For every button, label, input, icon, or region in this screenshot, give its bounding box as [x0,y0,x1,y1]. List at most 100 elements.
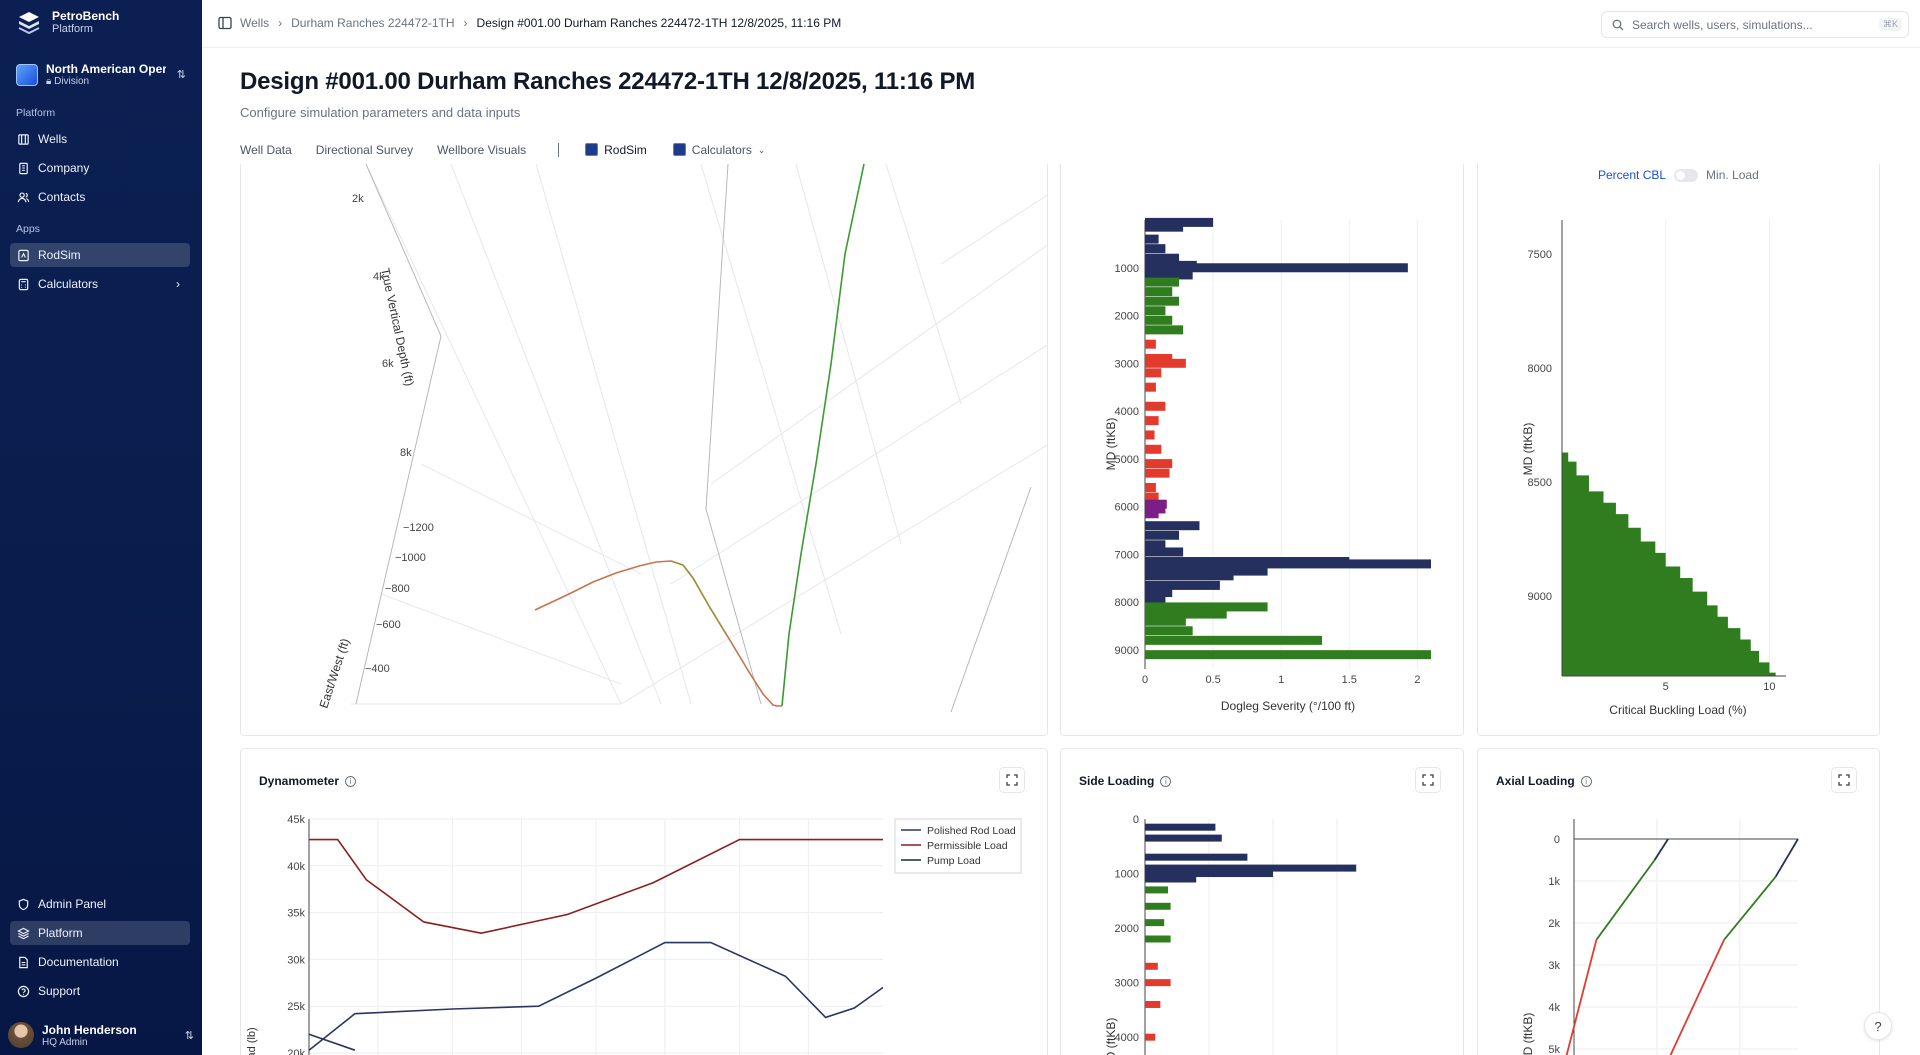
expand-button[interactable] [999,767,1025,793]
tab-label: Wellbore Visuals [437,143,527,157]
sidebar-item-label: Documentation [38,955,119,969]
dogleg-severity-chart[interactable]: 1000 2000 3000 4000 5000 6000 7000 8000 9000 0 0.5… [1061,164,1464,736]
legend-label: Polished Rod Load [927,825,1016,837]
calculator-icon [18,278,29,290]
axis-label-y: MD (ftKB) [1104,1018,1118,1055]
tick-label-y: 7000 [1115,549,1139,561]
bar [1145,504,1166,514]
tick-label-x: 0.5 [1205,674,1220,686]
series-line [309,838,883,935]
chevron-right-icon: › [278,16,283,30]
sidebar-item-label: RodSim [38,248,81,262]
tick-label-y: 1k [1548,876,1560,888]
tick-label-y: 1000 [1115,869,1139,881]
tab-label: Directional Survey [315,143,414,157]
bar [1145,253,1180,263]
cbl-toggle-switch[interactable] [1674,168,1699,182]
help-button[interactable]: ? [1864,1012,1892,1040]
bar [1145,368,1162,378]
help-circle-icon [17,985,30,997]
sidebar-item-admin-panel[interactable]: Admin Panel [10,892,190,916]
document-icon [19,956,28,968]
lock-icon: 🔒︎ [46,76,52,87]
sidebar-item-company[interactable]: Company [10,156,190,180]
side-loading-chart[interactable]: 010002000300040005000MD (ftKB) [1061,749,1464,1055]
avatar [8,1022,34,1048]
bar [1145,602,1268,612]
tab-well-data[interactable]: Well Data [240,140,292,166]
tab-rodsim[interactable]: RodSim [583,140,649,166]
axial-segment [1723,876,1777,941]
sidebar-item-wells[interactable]: Wells [10,127,190,151]
sidebar-item-support[interactable]: Support [10,979,190,1003]
calculator-icon [672,143,686,156]
chevrons-up-down-icon: ⇅ [184,1029,194,1042]
search-box[interactable]: ⌘K [1601,11,1909,38]
sidebar-item-calculators[interactable]: Calculators › [10,272,190,296]
sidebar-item-label: Calculators [38,277,99,291]
card-title-axial-loading: Axial Loading i [1496,774,1592,788]
bar [1145,315,1173,325]
tick-label-x: 0 [1142,674,1148,686]
toggle-label-min-load[interactable]: Min. Load [1706,168,1759,182]
section-label-apps: Apps [16,223,40,235]
sidebar-item-platform[interactable]: Platform [10,921,190,945]
tick-label-y: 2k [1548,918,1560,930]
info-icon[interactable]: i [345,775,357,787]
org-name: North American Operations [46,62,166,76]
info-icon[interactable]: i [1580,775,1592,787]
brand-name: PetroBench [52,9,120,23]
card-title-dynamometer: Dynamometer i [259,774,357,788]
rodsim-icon [585,143,599,156]
tab-directional-survey[interactable]: Directional Survey [316,140,413,166]
axial-segment [1595,859,1656,941]
tick-label-y: 1000 [1115,263,1139,275]
tab-wellbore-visuals[interactable]: Wellbore Visuals [437,140,526,166]
bar [1145,962,1158,970]
bar [1145,571,1234,581]
users-icon [17,191,30,202]
sidebar: PetroBench Platform North American Opera… [0,0,202,1055]
tick-label-y: 9000 [1528,591,1552,603]
tick-label-y: 40k [287,861,305,873]
org-switcher[interactable]: North American Operations 🔒︎ Division ⇅ [16,62,186,87]
expand-button[interactable] [1831,767,1857,793]
info-icon[interactable]: i [1160,775,1172,787]
search-shortcut: ⌘K [1878,18,1902,31]
sidebar-item-contacts[interactable]: Contacts [10,185,190,209]
tab-calculators[interactable]: Calculators ⌄ [672,140,766,166]
bar [1145,306,1166,316]
dynamometer-chart[interactable]: 20k 25k 30k 35k 40k 45k Load (lb) Polished Rod … [241,749,1048,1055]
chevron-down-icon: ⌄ [757,145,766,155]
tick-label-y: 4k [1548,1002,1560,1014]
bar [1145,566,1268,576]
bar [1145,287,1173,297]
bar [1145,459,1173,469]
breadcrumb-wells[interactable]: Wells [240,16,270,30]
axial-loading-chart[interactable]: 0 1k 2k 3k 4k 5k MD (ftKB) [1478,749,1880,1055]
user-menu[interactable]: John Henderson HQ Admin ⇅ [8,1022,194,1048]
bar [1145,875,1197,883]
card-title-text: Side Loading [1079,774,1155,788]
card-title-text: Dynamometer [259,774,340,788]
bar [1145,540,1166,550]
expand-button[interactable] [1415,767,1441,793]
sidebar-item-label: Company [38,161,90,175]
sidebar-item-documentation[interactable]: Documentation [10,950,190,974]
critical-buckling-chart[interactable]: 7500 8000 8500 9000 5 10 Critical Buckling Loa… [1478,164,1880,736]
axis-label-x: Critical Buckling Load (%) [1609,703,1746,717]
tick-label-y: 3000 [1115,978,1139,990]
search-input[interactable] [1631,17,1871,32]
brand[interactable]: PetroBench Platform [16,9,119,36]
breadcrumb-well[interactable]: Durham Ranches 224472-1TH [291,16,455,30]
sidebar-item-rodsim[interactable]: RodSim [10,243,190,267]
tick-label-y: 8500 [1528,477,1552,489]
tab-label: RodSim [604,143,647,157]
page-subtitle: Configure simulation parameters and data… [240,105,521,120]
wellbore-3d-card: 2k 4k 6k 8k −1200 −1000 −800 −600 −400 True Vert… [240,164,1048,736]
tick-label-x: 1.5 [1342,674,1357,686]
series-line [308,941,884,1051]
sidebar-toggle-icon[interactable] [218,16,232,30]
toggle-label-percent-cbl[interactable]: Percent CBL [1598,168,1667,182]
